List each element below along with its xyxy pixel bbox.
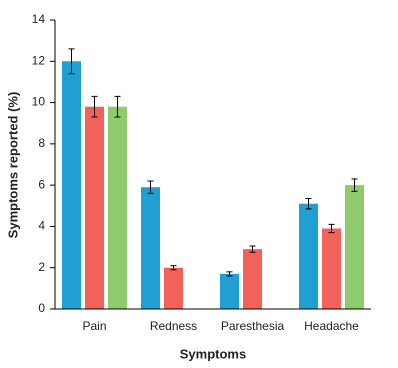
y-tick-label: 10	[32, 95, 46, 109]
bar	[243, 249, 262, 309]
y-tick-label: 0	[38, 301, 45, 315]
y-tick-label: 12	[32, 53, 46, 67]
bar	[345, 185, 364, 309]
bar	[164, 267, 183, 309]
bar	[141, 187, 160, 309]
bar	[322, 228, 341, 309]
x-axis-title: Symptoms	[180, 346, 246, 361]
y-tick-label: 4	[38, 219, 45, 233]
x-tick-label: Headache	[304, 319, 359, 333]
bar	[62, 61, 81, 310]
y-tick-label: 2	[38, 260, 45, 274]
bar	[220, 273, 239, 309]
y-axis-title: Symptoms reported (%)	[5, 92, 20, 239]
x-tick-label: Pain	[82, 319, 106, 333]
bar	[85, 106, 104, 309]
x-tick-label: Paresthesia	[221, 319, 285, 333]
y-tick-label: 14	[32, 12, 46, 26]
y-tick-label: 8	[38, 136, 45, 150]
bar	[299, 203, 318, 309]
y-tick-label: 6	[38, 177, 45, 191]
bar	[108, 106, 127, 309]
x-tick-label: Redness	[150, 319, 197, 333]
